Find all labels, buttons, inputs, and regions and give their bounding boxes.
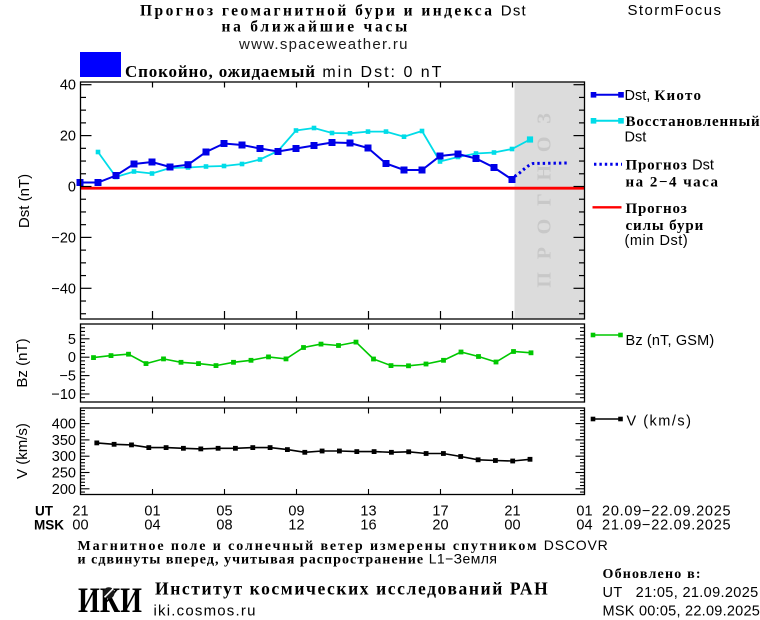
svg-text:UT 21:05, 21.09.2025: UT 21:05, 21.09.2025 (603, 585, 759, 601)
svg-text:iki.cosmos.ru: iki.cosmos.ru (154, 603, 257, 620)
svg-text:Магнитное поле и солнечный вет: Магнитное поле и солнечный ветер измерен… (78, 537, 609, 554)
svg-text:0: 0 (68, 180, 76, 196)
svg-text:Прогноз геомагнитной бури и ин: Прогноз геомагнитной бури и индекса Dst (140, 3, 527, 20)
svg-text:Институт космических исследова: Институт космических исследований РАН (155, 579, 549, 599)
svg-text:04: 04 (144, 518, 160, 534)
svg-text:V (km/s): V (km/s) (627, 414, 693, 430)
svg-text:21: 21 (504, 504, 520, 520)
svg-text:0: 0 (68, 350, 76, 366)
svg-text:ПРОГНОЗ: ПРОГНОЗ (534, 100, 556, 287)
svg-text:250: 250 (52, 466, 76, 482)
svg-text:−5: −5 (59, 369, 76, 385)
svg-text:на ближайшие часы: на ближайшие часы (222, 19, 410, 36)
svg-text:05: 05 (216, 504, 232, 520)
svg-text:350: 350 (52, 433, 76, 449)
svg-text:20.09−22.09.2025: 20.09−22.09.2025 (602, 504, 731, 520)
svg-text:21: 21 (72, 504, 88, 520)
svg-text:Dst (nT): Dst (nT) (16, 174, 33, 228)
svg-text:(min Dst): (min Dst) (625, 233, 689, 249)
svg-text:−10: −10 (51, 387, 76, 403)
svg-text:09: 09 (288, 504, 304, 520)
svg-text:400: 400 (52, 417, 76, 433)
svg-text:20: 20 (432, 518, 448, 534)
svg-text:силы бури: силы бури (626, 218, 705, 234)
svg-text:Dst: Dst (625, 130, 647, 146)
svg-text:40: 40 (60, 78, 76, 94)
svg-text:5: 5 (68, 332, 76, 348)
svg-text:и сдвинуты вперед, учитывая ра: и сдвинуты вперед, учитывая распростране… (78, 551, 498, 568)
svg-text:200: 200 (52, 482, 76, 498)
svg-text:04: 04 (576, 518, 592, 534)
svg-text:Bz (nT, GSM): Bz (nT, GSM) (626, 333, 715, 349)
svg-text:08: 08 (216, 518, 232, 534)
svg-text:MSK 00:05, 22.09.2025: MSK 00:05, 22.09.2025 (603, 604, 760, 620)
svg-text:UT: UT (35, 504, 54, 519)
svg-text:−20: −20 (51, 230, 76, 246)
svg-text:на 2−4 часа: на 2−4 часа (626, 174, 720, 190)
svg-text:ИКИ: ИКИ (78, 580, 142, 620)
svg-text:Обновлено в:: Обновлено в: (603, 567, 702, 582)
svg-text:Dst, Киото: Dst, Киото (625, 88, 703, 104)
svg-text:21.09−22.09.2025: 21.09−22.09.2025 (602, 518, 731, 534)
svg-text:StormFocus: StormFocus (628, 2, 723, 19)
svg-text:13: 13 (360, 504, 376, 520)
svg-text:16: 16 (360, 518, 376, 534)
svg-text:12: 12 (288, 518, 304, 534)
svg-text:Спокойно, ожидаемый min Dst: 0: Спокойно, ожидаемый min Dst: 0 nT (125, 62, 443, 81)
svg-text:Прогноз: Прогноз (626, 201, 688, 217)
svg-text:300: 300 (52, 449, 76, 465)
svg-text:MSK: MSK (34, 518, 64, 533)
svg-text:Восстановленный: Восстановленный (626, 114, 760, 130)
svg-text:00: 00 (504, 518, 520, 534)
svg-text:17: 17 (432, 504, 448, 520)
svg-text:V (km/s): V (km/s) (14, 423, 31, 479)
svg-text:20: 20 (60, 129, 76, 145)
svg-text:00: 00 (72, 518, 88, 534)
svg-text:01: 01 (576, 504, 592, 520)
svg-text:Прогноз Dst: Прогноз Dst (626, 158, 714, 174)
svg-text:www.spaceweather.ru: www.spaceweather.ru (238, 36, 409, 53)
svg-text:Bz (nT): Bz (nT) (14, 338, 31, 387)
svg-text:01: 01 (144, 504, 160, 520)
svg-text:−40: −40 (51, 281, 76, 297)
